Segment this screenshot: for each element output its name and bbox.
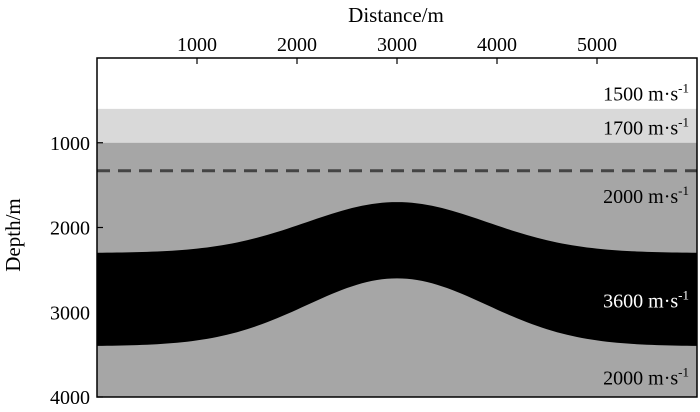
layer-1-velocity-text: 1500 m·s — [603, 84, 678, 106]
x-tick-label: 2000 — [277, 34, 317, 56]
y-tick-label: 3000 — [50, 302, 90, 324]
y-tick-label: 2000 — [50, 218, 90, 240]
layer-4-velocity-text: 3600 m·s — [603, 290, 678, 312]
layer-4-velocity-label: 3600 m·s-1 — [603, 287, 689, 312]
x-tick-label: 3000 — [377, 34, 417, 56]
y-tick-label: 4000 — [50, 387, 90, 409]
layer-1-velocity-exponent: -1 — [678, 81, 689, 96]
layer-3-velocity-label: 2000 m·s-1 — [603, 183, 689, 208]
plot-area — [97, 58, 697, 397]
layer-3-velocity-exponent: -1 — [678, 183, 689, 198]
x-axis-title: Distance/m — [348, 3, 444, 27]
layer-5-velocity-exponent: -1 — [678, 365, 689, 380]
x-tick-label: 5000 — [577, 34, 617, 56]
layer-2-velocity-exponent: -1 — [678, 114, 689, 129]
layer-5-velocity-text: 2000 m·s — [603, 368, 678, 390]
plot-frame — [96, 57, 698, 398]
layer-1-velocity-label: 1500 m·s-1 — [603, 81, 689, 106]
layer-2-velocity-text: 1700 m·s — [603, 117, 678, 139]
y-tick-label: 1000 — [50, 133, 90, 155]
layer-4-anticline — [97, 202, 697, 346]
layer-2 — [97, 108, 697, 143]
x-axis-ticks: 1000 2000 3000 4000 5000 — [177, 34, 617, 64]
layer-4-velocity-exponent: -1 — [678, 287, 689, 302]
y-axis-title: Depth/m — [1, 198, 25, 272]
layer-3-velocity-text: 2000 m·s — [603, 186, 678, 208]
x-tick-label: 1000 — [177, 34, 217, 56]
layer-1-water — [97, 58, 697, 109]
layer-5-velocity-label: 2000 m·s-1 — [603, 365, 689, 390]
y-axis-ticks: 1000 2000 3000 4000 — [50, 133, 103, 409]
x-tick-label: 4000 — [477, 34, 517, 56]
layer-2-velocity-label: 1700 m·s-1 — [603, 114, 689, 139]
